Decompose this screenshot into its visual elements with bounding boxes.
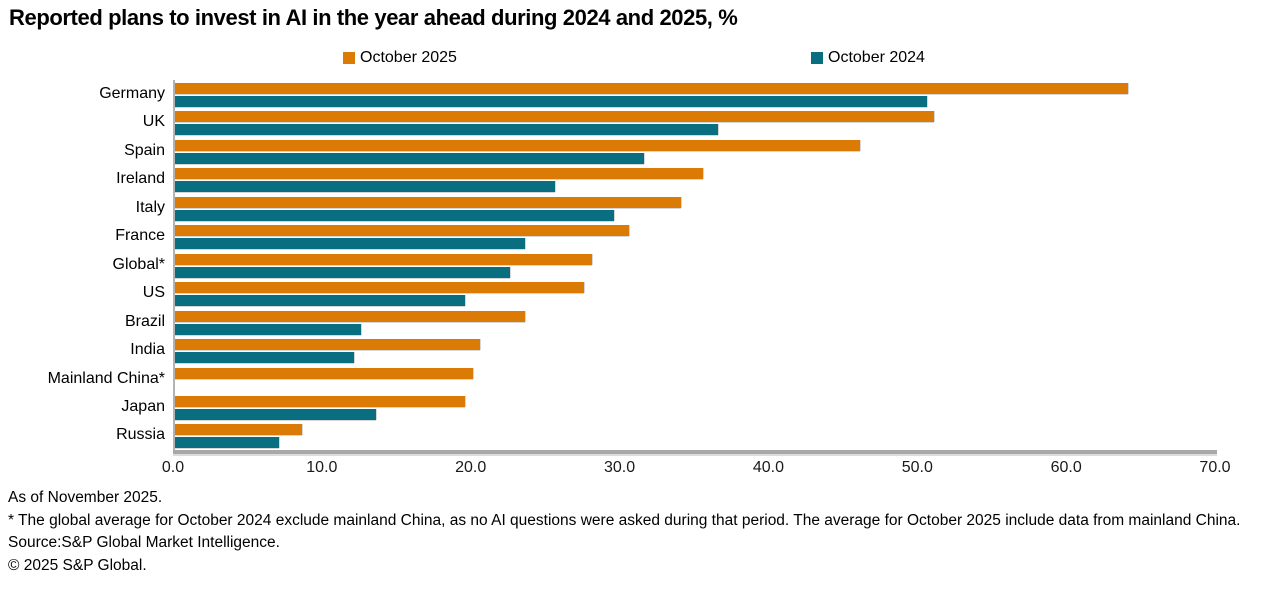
category-bars bbox=[173, 222, 1217, 251]
legend-item: October 2024 bbox=[811, 48, 925, 68]
x-tick-label: 40.0 bbox=[752, 459, 784, 476]
bar-october-2024 bbox=[175, 295, 466, 307]
category-label: India bbox=[130, 341, 165, 359]
chart-row: France bbox=[0, 222, 1280, 251]
bar-october-2024 bbox=[175, 437, 280, 449]
category-bars bbox=[173, 307, 1217, 337]
chart-row: Japan bbox=[0, 392, 1280, 422]
bar-october-2024 bbox=[175, 181, 555, 193]
category-label: Italy bbox=[135, 198, 165, 216]
category-bars bbox=[173, 80, 1217, 109]
bar-october-2024 bbox=[175, 152, 644, 164]
category-bars bbox=[173, 193, 1217, 223]
bar-october-2025 bbox=[175, 310, 525, 322]
bar-october-2025 bbox=[175, 139, 860, 151]
category-bars bbox=[173, 336, 1217, 365]
x-axis-line bbox=[173, 450, 1217, 454]
bar-october-2025 bbox=[175, 196, 682, 208]
category-bars bbox=[173, 279, 1217, 308]
bar-october-2024 bbox=[175, 323, 362, 335]
bar-october-2024 bbox=[175, 209, 615, 221]
bar-october-2024 bbox=[175, 408, 376, 420]
chart-row: Global* bbox=[0, 250, 1280, 280]
bar-october-2025 bbox=[175, 424, 302, 436]
x-tick-label: 10.0 bbox=[306, 459, 338, 476]
chart-row: Germany bbox=[0, 80, 1280, 109]
x-axis-ticks: 0.0 10.0 20.0 30.0 40.0 50.0 60.0 70.0 bbox=[162, 459, 1231, 483]
legend-swatch-icon bbox=[811, 52, 823, 64]
chart-row: Brazil bbox=[0, 307, 1280, 337]
bar-october-2025 bbox=[175, 168, 704, 180]
category-label: Germany bbox=[99, 85, 165, 102]
x-tick-label: 50.0 bbox=[901, 459, 933, 476]
x-tick-label: 60.0 bbox=[1050, 459, 1082, 476]
chart-row: Mainland China* bbox=[0, 364, 1280, 393]
footnotes: As of November 2025. * The global averag… bbox=[8, 487, 1272, 577]
x-tick-label: 30.0 bbox=[603, 459, 636, 476]
bar-october-2025 bbox=[175, 83, 1128, 94]
category-label: UK bbox=[142, 113, 165, 131]
category-bars bbox=[173, 250, 1217, 280]
category-bars bbox=[173, 421, 1217, 450]
chart-row: US bbox=[0, 279, 1280, 308]
legend-item: October 2025 bbox=[343, 48, 457, 68]
legend-label: October 2025 bbox=[360, 49, 457, 66]
category-label: France bbox=[115, 227, 165, 245]
category-bars bbox=[173, 364, 1217, 393]
chart-row: UK bbox=[0, 108, 1280, 137]
chart-row: India bbox=[0, 336, 1280, 365]
category-bars bbox=[173, 165, 1217, 194]
chart-row: Ireland bbox=[0, 165, 1280, 194]
chart-row: Italy bbox=[0, 193, 1280, 223]
bar-october-2025 bbox=[175, 395, 466, 407]
copyright-note: © 2025 S&P Global. bbox=[8, 556, 147, 574]
category-label: Brazil bbox=[124, 312, 165, 330]
category-label: Spain bbox=[124, 141, 165, 159]
bar-october-2024 bbox=[175, 266, 510, 278]
bar-october-2025 bbox=[175, 339, 481, 351]
chart-row: Spain bbox=[0, 136, 1280, 166]
source-note: Source:S&P Global Market Intelligence. bbox=[8, 534, 280, 551]
bar-october-2025 bbox=[175, 367, 473, 379]
bar-chart: Germany UK Spain Ireland Italy France Global* U… bbox=[0, 80, 1280, 480]
x-tick-label: 70.0 bbox=[1199, 459, 1231, 476]
asterisk-note: * The global average for October 2024 ex… bbox=[8, 511, 1241, 529]
category-label: Russia bbox=[116, 426, 165, 444]
bar-october-2024 bbox=[175, 124, 719, 136]
category-bars bbox=[173, 392, 1217, 422]
bar-october-2025 bbox=[175, 253, 592, 265]
x-tick-label: 0.0 bbox=[161, 459, 185, 476]
category-label: Mainland China* bbox=[47, 369, 165, 387]
legend-swatch-icon bbox=[343, 52, 355, 64]
category-bars bbox=[173, 108, 1217, 137]
bar-october-2024 bbox=[175, 238, 525, 250]
legend-label: October 2024 bbox=[828, 49, 925, 66]
chart-row: Russia bbox=[0, 421, 1280, 450]
category-label: Global* bbox=[112, 255, 165, 273]
category-bars bbox=[173, 136, 1217, 166]
chart-title: Reported plans to invest in AI in the ye… bbox=[9, 5, 738, 30]
chart-legend: October 2025 October 2024 bbox=[0, 48, 1280, 70]
category-label: Japan bbox=[121, 397, 165, 415]
bar-october-2025 bbox=[175, 225, 629, 237]
category-label: US bbox=[142, 284, 165, 302]
chart-rows: Germany UK Spain Ireland Italy France Global* U… bbox=[0, 80, 1280, 450]
bar-october-2025 bbox=[175, 282, 585, 294]
x-tick-label: 20.0 bbox=[455, 459, 487, 476]
bar-october-2024 bbox=[175, 352, 354, 364]
bar-october-2025 bbox=[175, 111, 935, 123]
bar-october-2024 bbox=[175, 96, 927, 107]
category-label: Ireland bbox=[116, 170, 165, 188]
as-of-note: As of November 2025. bbox=[8, 489, 163, 506]
